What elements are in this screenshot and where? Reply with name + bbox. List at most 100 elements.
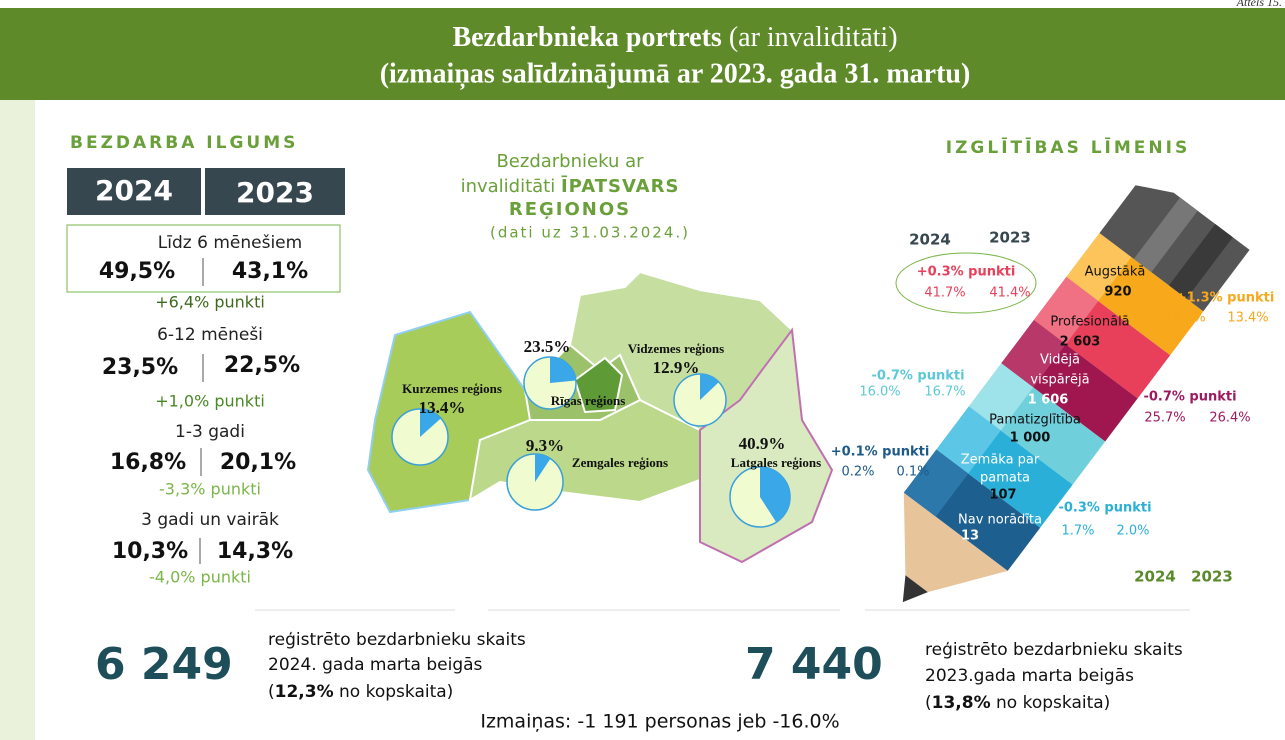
level-name: Nav norādīta <box>958 513 1042 528</box>
total-text: reģistrēto bezdarbnieku skaits <box>268 630 526 650</box>
level-count: 1 000 <box>1010 431 1051 446</box>
duration-change: -4,0% punkti <box>149 568 251 587</box>
level-count: 1 606 <box>1028 393 1069 408</box>
header-title: Bezdarbnieka portrets (ar invaliditāti) <box>452 22 897 53</box>
header-subtitle: (izmaiņas salīdzinājumā ar 2023. gada 31… <box>380 58 971 90</box>
duration-2023: 43,1% <box>232 259 308 284</box>
duration-2024: 23,5% <box>102 355 178 380</box>
level-2024: 0.2% <box>841 465 874 480</box>
pencil-wood <box>903 492 1008 593</box>
region-riga-city <box>573 356 624 414</box>
duration-label: Līdz 6 mēnešiem <box>158 233 302 253</box>
segment-shade <box>936 406 1001 474</box>
level-change: +1.3% punkti <box>1176 291 1275 306</box>
pie-wedge <box>535 454 551 482</box>
pie-wedge <box>700 374 719 400</box>
level-name: Profesionālā <box>1050 315 1129 330</box>
level-2023: 41.4% <box>989 286 1030 301</box>
level-name: vispārējā <box>1030 373 1089 388</box>
year: 2023 <box>1191 568 1233 586</box>
duration-heading: BEZDARBA ILGUMS <box>70 133 298 153</box>
region-value: 40.9% <box>739 434 786 453</box>
duration-2024: 10,3% <box>112 539 188 564</box>
map-pies: Kurzemes reģions 13.4% Rīgas reģions 23.5% Z… <box>391 337 821 528</box>
duration-2024: 49,5% <box>99 259 175 284</box>
segment-shade <box>1001 320 1066 388</box>
level-change: +0.3% punkti <box>917 265 1016 280</box>
level-name: Vidējā <box>1040 353 1080 368</box>
level-name: Pamatizglītība <box>989 413 1081 428</box>
highlight-ellipse <box>895 252 1037 314</box>
level-2023: 0.1% <box>896 465 929 480</box>
total-2024: 6 249 <box>95 639 233 690</box>
level-count: 2 603 <box>1060 335 1101 350</box>
level-change: -0.7% punkti <box>871 369 964 384</box>
pencil-eraser-stripe <box>1133 197 1198 273</box>
pencil <box>902 185 1250 603</box>
total-text: reģistrēto bezdarbnieku skaits <box>925 640 1183 660</box>
region-value: 12.9% <box>653 358 700 377</box>
duration-change: +6,4% punkti <box>155 293 265 312</box>
pie-wedge <box>550 357 576 383</box>
header-band <box>0 8 1285 100</box>
year: 2024 <box>909 231 951 249</box>
level-name: Augstākā <box>1085 265 1146 280</box>
region-value: 13.4% <box>419 398 466 417</box>
segment-shade <box>1066 233 1132 302</box>
total-change: Izmaiņas: -1 191 personas jeb -16.0% <box>480 711 839 733</box>
region-name: Rīgas reģions <box>551 393 626 408</box>
level-2024: 25.7% <box>1144 411 1185 426</box>
level-change: -0.7% punkti <box>1143 390 1236 405</box>
side-strip <box>0 100 35 740</box>
pencil-eraser-stripe <box>1168 223 1233 299</box>
level-change: -0.3% punkti <box>1058 501 1151 516</box>
duration-2024: 16,8% <box>110 450 186 475</box>
segment-shade <box>968 363 1034 431</box>
figure-number: Attēls 15. <box>1236 0 1282 9</box>
year: 2024 <box>95 174 173 207</box>
year: 2024 <box>1134 568 1176 586</box>
level-2024: 41.7% <box>924 286 965 301</box>
pie-wedge <box>760 467 790 523</box>
duration-label: 1-3 gadi <box>175 422 245 442</box>
region-name: Zemgales reģions <box>572 455 668 470</box>
pencil-lead <box>902 575 928 603</box>
region-name: Kurzemes reģions <box>402 381 502 396</box>
map-title: Bezdarbnieku ar <box>496 151 644 172</box>
region-value: 9.3% <box>526 436 564 455</box>
level-2024: 16.0% <box>859 385 900 400</box>
map-title: invaliditāti ĪPATSVARS <box>461 176 680 197</box>
region-name: Latgales reģions <box>731 455 821 470</box>
level-2024: 14.7% <box>1164 311 1205 326</box>
level-2023: 2.0% <box>1116 524 1149 539</box>
level-name: Zemāka par <box>961 453 1040 468</box>
duration-2023: 14,3% <box>217 539 293 564</box>
level-count: 107 <box>989 488 1016 503</box>
map-note: (dati uz 31.03.2024.) <box>490 224 690 242</box>
duration-2023: 22,5% <box>224 353 300 378</box>
year-box <box>205 168 345 215</box>
level-count: 13 <box>961 529 979 544</box>
map-title: REĢIONOS <box>509 199 631 220</box>
duration-change: +1,0% punkti <box>155 392 265 411</box>
duration-label: 3 gadi un vairāk <box>141 510 279 530</box>
segment-shade <box>903 449 969 517</box>
level-name: pamata <box>980 471 1030 486</box>
level-change: +0.1% punkti <box>831 445 930 460</box>
year: 2023 <box>236 176 314 209</box>
pie-wedge <box>420 409 441 437</box>
segment-shade <box>1033 277 1099 345</box>
level-2023: 13.4% <box>1227 311 1268 326</box>
region-name: Vidzemes reģions <box>628 341 724 356</box>
duration-change: -3,3% punkti <box>159 480 261 499</box>
total-share: (13,8% no kopskaita) <box>925 693 1110 713</box>
total-share: (12,3% no kopskaita) <box>268 682 453 702</box>
total-2023: 7 440 <box>745 639 883 690</box>
year-box <box>67 168 201 215</box>
year: 2023 <box>989 229 1031 247</box>
region-value: 23.5% <box>524 337 571 356</box>
level-count: 920 <box>1104 285 1131 300</box>
level-2023: 26.4% <box>1209 411 1250 426</box>
